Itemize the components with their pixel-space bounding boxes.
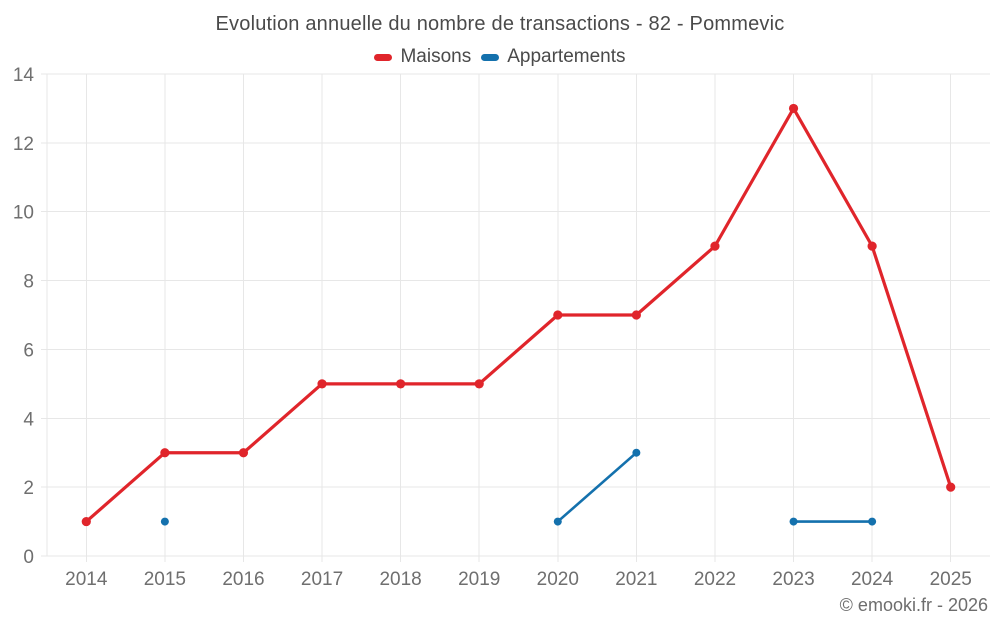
data-point-appartements-2021[interactable] <box>632 448 641 457</box>
data-point-maisons-2022[interactable] <box>710 241 720 251</box>
legend-swatch-icon <box>374 53 393 61</box>
legend-swatch-icon <box>481 53 500 61</box>
y-tick-label: 6 <box>23 340 34 361</box>
x-tick-label: 2017 <box>301 569 343 590</box>
data-point-maisons-2019[interactable] <box>474 379 484 389</box>
y-tick-label: 4 <box>23 409 34 430</box>
data-point-maisons-2025[interactable] <box>946 482 956 492</box>
data-point-maisons-2023[interactable] <box>788 103 799 114</box>
data-point-appartements-2015[interactable] <box>160 517 169 526</box>
x-tick-label: 2021 <box>615 569 657 590</box>
y-tick-label: 8 <box>23 272 34 293</box>
data-point-appartements-2020[interactable] <box>553 517 562 526</box>
series-line-maisons <box>84 106 953 524</box>
legend-item-maisons[interactable]: Maisons <box>374 46 471 68</box>
x-tick-label: 2025 <box>930 569 972 590</box>
y-tick-label: 2 <box>23 478 34 499</box>
data-point-appartements-2023[interactable] <box>789 517 798 526</box>
data-point-maisons-2016[interactable] <box>238 448 249 458</box>
series-line-appartements <box>556 451 638 523</box>
data-point-maisons-2017[interactable] <box>317 379 327 389</box>
legend: Maisons Appartements <box>0 46 1000 68</box>
data-point-appartements-2024[interactable] <box>868 517 877 526</box>
y-tick-label: 14 <box>13 65 35 86</box>
y-tick-label: 12 <box>13 134 34 155</box>
y-tick-label: 10 <box>13 203 34 224</box>
legend-label: Appartements <box>507 46 626 67</box>
x-tick-label: 2016 <box>222 569 264 590</box>
data-point-maisons-2020[interactable] <box>553 310 563 320</box>
x-tick-label: 2019 <box>458 569 500 590</box>
x-tick-label: 2024 <box>851 569 894 590</box>
legend-item-appartements[interactable]: Appartements <box>481 46 626 68</box>
x-tick-label: 2014 <box>65 569 108 590</box>
x-tick-label: 2020 <box>537 569 579 590</box>
data-point-maisons-2021[interactable] <box>631 310 641 320</box>
data-point-maisons-2024[interactable] <box>867 241 877 251</box>
data-point-maisons-2018[interactable] <box>396 379 406 389</box>
x-tick-label: 2022 <box>694 569 736 590</box>
x-tick-label: 2015 <box>144 569 186 590</box>
x-tick-label: 2018 <box>379 569 421 590</box>
chart-title: Evolution annuelle du nombre de transact… <box>215 13 785 35</box>
copyright-footer: © emooki.fr - 2026 <box>839 595 988 615</box>
y-tick-label: 0 <box>23 547 34 568</box>
x-tick-label: 2023 <box>772 569 814 590</box>
legend-label: Maisons <box>400 46 472 67</box>
data-point-maisons-2015[interactable] <box>160 448 170 458</box>
data-point-maisons-2014[interactable] <box>81 516 91 527</box>
